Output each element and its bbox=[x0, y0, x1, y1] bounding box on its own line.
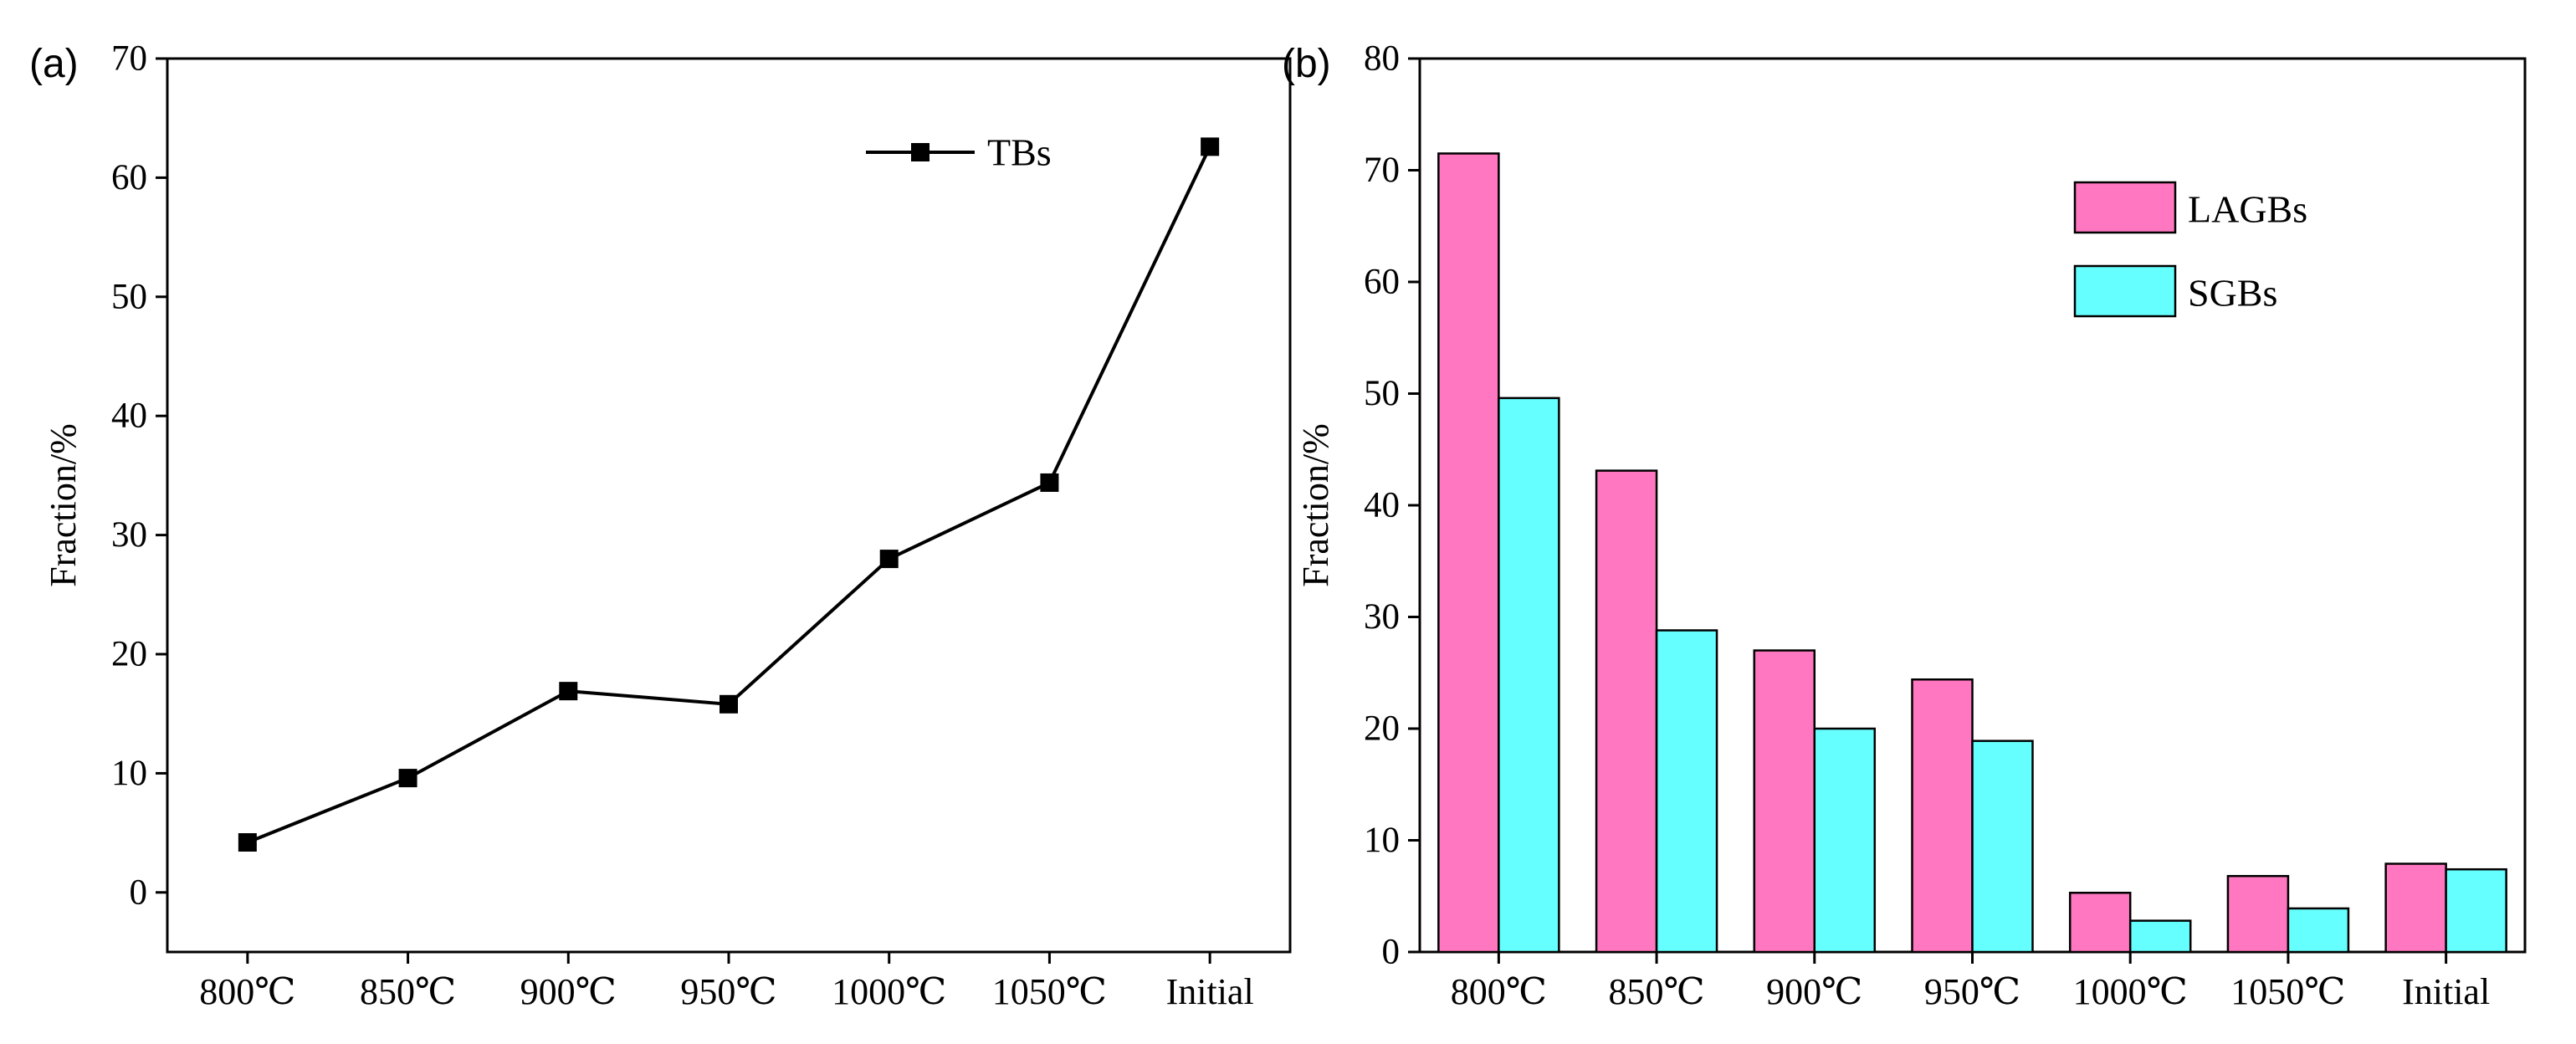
y-tick-label: 60 bbox=[111, 158, 147, 197]
x-tick-label: 1000℃ bbox=[2073, 971, 2188, 1012]
y-tick-label: 0 bbox=[1382, 933, 1401, 972]
y-tick-label: 30 bbox=[111, 515, 147, 555]
bar bbox=[1498, 397, 1560, 954]
y-tick-label: 0 bbox=[130, 873, 148, 912]
bar bbox=[2384, 862, 2447, 954]
bar bbox=[2287, 907, 2350, 954]
y-tick-label: 50 bbox=[111, 277, 147, 316]
x-tick-label: 800℃ bbox=[199, 971, 295, 1012]
y-tick-label: 60 bbox=[1364, 263, 1400, 302]
legend-label: TBs bbox=[987, 131, 1052, 174]
legend-swatch bbox=[2073, 181, 2177, 234]
bar bbox=[1753, 649, 1816, 954]
y-tick-label: 10 bbox=[111, 754, 147, 793]
x-tick-label: 1050℃ bbox=[2230, 971, 2345, 1012]
panel-b: 0 10 20 30 40 50 60 70 80 800℃ 850℃ 900℃ 950℃ 1000℃ 10… bbox=[1282, 39, 2527, 1012]
data-point bbox=[559, 682, 578, 701]
bar bbox=[2068, 891, 2132, 954]
bar bbox=[1595, 469, 1658, 954]
series-line bbox=[247, 146, 1211, 844]
y-tick-label: 70 bbox=[1364, 151, 1400, 190]
bar bbox=[2226, 874, 2290, 954]
y-tick-label: 70 bbox=[111, 39, 147, 79]
bar bbox=[2128, 919, 2192, 954]
x-tick-label: 900℃ bbox=[1766, 971, 1862, 1012]
y-tick-label: 50 bbox=[1364, 374, 1400, 413]
legend-label: LAGBs bbox=[2188, 188, 2307, 231]
data-point bbox=[720, 694, 738, 714]
y-axis-label: Fraction/% bbox=[1295, 423, 1336, 587]
y-tick-label: 10 bbox=[1364, 821, 1400, 860]
data-point bbox=[879, 550, 899, 569]
panel-label: (a) bbox=[29, 42, 79, 86]
x-tick-label: 950℃ bbox=[1924, 971, 2020, 1012]
y-tick-label: 30 bbox=[1364, 597, 1400, 637]
bar bbox=[1813, 727, 1877, 954]
bar bbox=[1971, 740, 2034, 954]
x-tick-label: Initial bbox=[2402, 971, 2490, 1012]
bar bbox=[1911, 678, 1974, 954]
x-tick-label: 850℃ bbox=[1608, 971, 1704, 1012]
y-tick-label: 20 bbox=[111, 635, 147, 674]
y-tick-label: 40 bbox=[1364, 486, 1400, 525]
legend-swatch bbox=[2073, 264, 2177, 318]
bar bbox=[1655, 629, 1718, 954]
axes-frame bbox=[166, 57, 1292, 954]
legend-label: SGBs bbox=[2188, 272, 2277, 315]
panel-label: (b) bbox=[1282, 42, 1331, 86]
x-tick-label: 800℃ bbox=[1451, 971, 1547, 1012]
data-point bbox=[1040, 473, 1059, 492]
data-point bbox=[398, 769, 417, 788]
y-tick-label: 40 bbox=[111, 397, 147, 436]
data-point bbox=[1201, 137, 1220, 156]
y-axis-label: Fraction/% bbox=[43, 423, 84, 587]
x-tick-label: 900℃ bbox=[520, 971, 617, 1012]
x-tick-label: Initial bbox=[1166, 971, 1254, 1012]
y-tick-label: 80 bbox=[1364, 39, 1400, 79]
x-tick-label: 850℃ bbox=[360, 971, 456, 1012]
y-tick-label: 20 bbox=[1364, 709, 1400, 749]
data-point bbox=[238, 832, 257, 852]
bar bbox=[2445, 867, 2507, 954]
legend-marker bbox=[911, 143, 930, 161]
bar bbox=[1437, 152, 1500, 954]
x-tick-label: 1000℃ bbox=[832, 971, 946, 1012]
x-tick-label: 950℃ bbox=[680, 971, 776, 1012]
x-tick-label: 1050℃ bbox=[992, 971, 1107, 1012]
panel-a: 0 10 20 30 40 50 60 70 800℃ 850℃ 900℃ 950℃ 1000℃ 1050… bbox=[29, 39, 1292, 1012]
